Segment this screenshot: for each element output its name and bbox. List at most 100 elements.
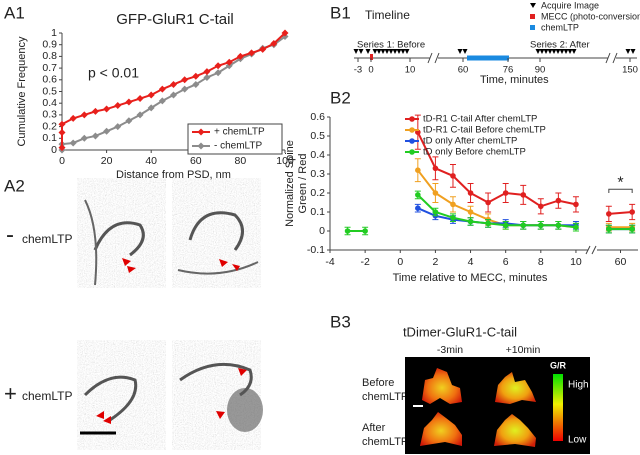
x-tick-label: 8 (538, 256, 544, 268)
data-point (344, 228, 351, 234)
y-tick-label: 0 (319, 225, 325, 237)
x-tick-label: -4 (325, 256, 334, 268)
data-point (214, 62, 222, 70)
x-tick-label: 6 (503, 256, 509, 268)
timeline-tick-label: 0 (368, 65, 373, 76)
data-point (432, 165, 439, 172)
chemltp-bar (467, 55, 509, 61)
data-point (214, 69, 222, 77)
annotation: * (617, 175, 623, 192)
data-point (629, 226, 635, 232)
acquire-marker (563, 49, 569, 54)
data-point (520, 192, 527, 198)
acquire-marker (571, 49, 577, 54)
em-image (172, 178, 261, 288)
data-point (281, 29, 289, 37)
annotation: p < 0.01 (88, 65, 139, 81)
legend-icon (530, 3, 536, 8)
data-point (520, 222, 527, 229)
spine-image (494, 414, 536, 447)
y-tick-label: 1 (51, 27, 57, 39)
spine-image (420, 412, 462, 446)
legend-label: MECC (photo-conversion) (541, 11, 640, 21)
acquire-marker (539, 49, 545, 54)
legend-marker (409, 116, 415, 122)
data-point (192, 80, 200, 88)
data-point (259, 45, 267, 53)
x-tick-label: 0 (397, 256, 403, 268)
timeline-tick-label: 10 (405, 65, 416, 76)
data-point (114, 102, 122, 110)
acquire-marker (396, 49, 402, 54)
acquire-marker (630, 49, 636, 54)
y-tick-label: 0.2 (42, 120, 57, 132)
legend-label: + chemLTP (214, 127, 265, 138)
acquire-marker (535, 49, 541, 54)
data-point (181, 76, 189, 84)
membrane (83, 375, 138, 422)
acquire-marker (551, 49, 557, 54)
row-label: After (362, 422, 386, 434)
y-tick-label: 0.5 (310, 130, 325, 142)
y-tick-label: 0.7 (42, 62, 57, 74)
timeline-tick-label: -3 (354, 65, 362, 76)
panel-label: A2 (4, 176, 25, 195)
data-point (203, 73, 211, 81)
legend-icon (530, 25, 535, 30)
acquire-marker (404, 49, 410, 54)
data-point (450, 214, 456, 221)
data-point (606, 211, 612, 217)
data-point (192, 72, 200, 80)
data-point (573, 224, 579, 230)
data-point (80, 134, 88, 142)
chart-title: GFP-GluR1 C-tail (116, 11, 234, 28)
acquire-marker (376, 49, 382, 54)
data-point (69, 114, 77, 122)
data-point (158, 97, 166, 105)
x-tick-label: -2 (360, 256, 369, 268)
data-point (432, 190, 439, 196)
axis-break (427, 52, 618, 64)
y-tick-label: 0.4 (310, 149, 325, 161)
colorbar (553, 374, 563, 441)
data-point (555, 197, 562, 204)
legend-marker (409, 138, 415, 144)
data-point (415, 192, 421, 198)
membrane (188, 211, 244, 251)
timeline-x-label: Time, minutes (480, 74, 549, 86)
data-point (573, 201, 579, 208)
em-images (77, 178, 263, 450)
data-point (415, 167, 421, 173)
condition-sign: + (4, 381, 17, 406)
data-point (236, 52, 244, 60)
series-line (417, 194, 577, 229)
membrane (93, 221, 145, 257)
acquire-marker (457, 49, 463, 54)
legend-marker (409, 127, 415, 133)
legend-label: tD-R1 C-tail Before chemLTP (423, 125, 546, 136)
legend-label: tD-R1 C-tail After chemLTP (423, 114, 537, 125)
acquire-marker (388, 49, 394, 54)
mecc-mark (370, 54, 373, 60)
x-tick-label: 60 (190, 155, 202, 167)
legend-label: chemLTP (541, 22, 579, 32)
y-tick-label: 0.1 (42, 132, 57, 144)
x-axis-label: Distance from PSD, nm (116, 169, 231, 181)
data-point (606, 226, 612, 232)
arrowheads (96, 258, 247, 424)
data-point (485, 220, 491, 227)
significance-bracket (608, 188, 633, 193)
panel-label: B2 (330, 88, 351, 107)
membrane (177, 261, 259, 275)
y-tick-label: 0.3 (42, 109, 57, 121)
data-point (467, 218, 474, 225)
panel-label: B3 (330, 312, 351, 331)
data-point (136, 111, 144, 119)
y-tick-label: 0.9 (42, 38, 57, 50)
data-point (538, 203, 544, 210)
y-tick-label: 0.4 (42, 97, 57, 109)
x-tick-label: 20 (101, 155, 113, 167)
y-tick-label: 0.1 (310, 206, 325, 218)
